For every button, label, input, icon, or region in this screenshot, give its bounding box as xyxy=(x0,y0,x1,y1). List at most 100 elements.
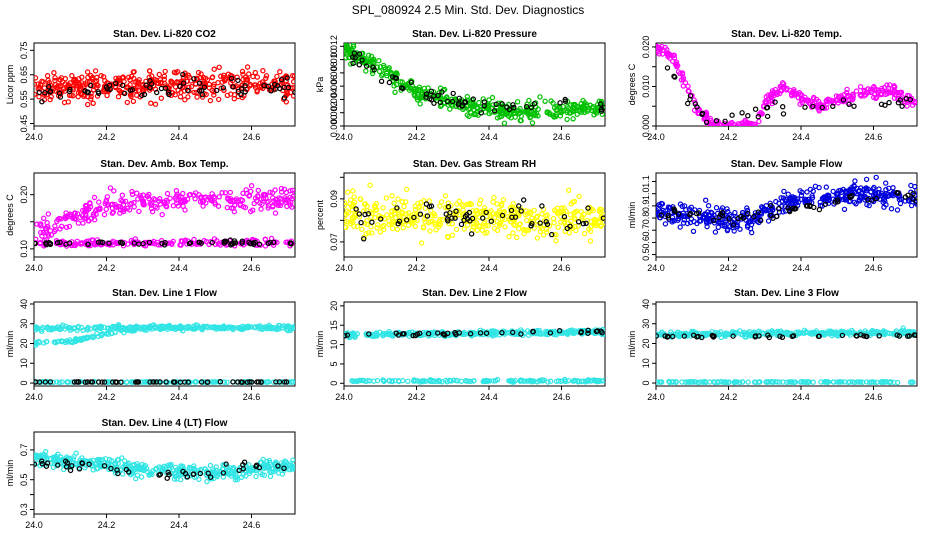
data-point-all xyxy=(744,205,750,211)
x-tick-label: 24.0 xyxy=(647,392,665,402)
data-point-all xyxy=(140,81,146,88)
data-point-all xyxy=(572,101,578,108)
data-point-all xyxy=(381,226,387,233)
data-point-all xyxy=(51,69,57,76)
data-point-all xyxy=(512,222,518,228)
y-tick-label: 0.45 xyxy=(19,115,29,133)
data-point-all xyxy=(420,225,427,231)
data-point-upper xyxy=(820,330,826,336)
data-point-all xyxy=(162,68,168,75)
data-point-zero xyxy=(54,379,60,385)
data-point-block xyxy=(562,96,568,103)
data-point-block xyxy=(583,220,589,226)
data-point-all xyxy=(449,232,456,238)
data-point-zero xyxy=(547,378,554,384)
data-point-all xyxy=(678,77,685,83)
data-point-block xyxy=(764,105,770,111)
data-point-lower xyxy=(211,236,218,242)
data-point-all xyxy=(240,71,246,78)
data-point-zero xyxy=(508,377,514,384)
panel-title: Stan. Dev. Line 1 Flow xyxy=(112,288,217,299)
data-point-all xyxy=(435,224,442,230)
data-point-all xyxy=(566,187,572,193)
data-point-all xyxy=(426,220,432,226)
data-point-lower xyxy=(129,326,136,333)
data-point-block xyxy=(147,77,153,84)
x-tick-label: 24.0 xyxy=(25,520,43,530)
data-point-zero xyxy=(669,379,675,385)
data-point-upper xyxy=(52,223,58,229)
data-point-all xyxy=(805,97,812,103)
data-point-all xyxy=(894,207,901,213)
data-point-all xyxy=(136,77,142,83)
data-point-block xyxy=(106,240,112,246)
data-point-zero xyxy=(105,379,111,385)
data-point-upper xyxy=(237,324,243,331)
data-point-all xyxy=(165,85,171,92)
data-point-all xyxy=(445,234,451,240)
data-point-all xyxy=(529,120,536,126)
data-point-zero xyxy=(484,377,490,384)
data-point-block xyxy=(271,239,277,245)
data-point-block xyxy=(703,119,710,126)
data-point-zero xyxy=(381,378,387,384)
data-point-all xyxy=(202,75,209,82)
data-point-upper xyxy=(37,221,43,227)
points-group xyxy=(344,43,605,126)
data-point-block xyxy=(423,201,430,207)
data-point-all xyxy=(481,204,488,211)
data-point-all xyxy=(591,112,597,118)
data-point-zero xyxy=(180,379,186,385)
data-point-all xyxy=(677,70,683,77)
data-point-upper xyxy=(156,325,163,332)
data-point-block xyxy=(358,219,364,226)
data-point-block xyxy=(711,217,717,223)
data-point-block xyxy=(95,89,101,95)
data-point-all xyxy=(62,75,69,82)
data-point-block xyxy=(268,88,274,94)
data-point-all xyxy=(720,125,725,126)
data-point-all xyxy=(681,203,688,209)
data-point-zero xyxy=(439,379,445,385)
data-point-all xyxy=(864,201,870,208)
data-point-block xyxy=(424,213,431,219)
data-point-upper xyxy=(52,325,59,331)
data-point-block xyxy=(278,76,285,83)
data-point-all xyxy=(499,106,505,112)
data-point-all xyxy=(44,72,51,79)
data-point-zero xyxy=(525,378,532,384)
data-point-all xyxy=(873,174,879,181)
data-point-all xyxy=(842,188,849,194)
data-point-block xyxy=(539,203,545,209)
data-point-all xyxy=(852,178,858,184)
data-point-block xyxy=(470,96,476,102)
y-tick-label: 0 xyxy=(19,381,29,386)
data-point-block xyxy=(594,328,601,334)
data-point-upper xyxy=(131,204,137,210)
data-point-zero xyxy=(465,378,471,384)
data-point-all xyxy=(873,95,879,102)
data-point-all xyxy=(157,76,164,83)
data-point-all xyxy=(894,89,901,96)
data-point-all xyxy=(514,99,521,105)
data-point-block xyxy=(199,91,205,98)
x-tick-label: 24.4 xyxy=(170,132,188,142)
data-point-all xyxy=(90,83,97,89)
y-tick-label: 40 xyxy=(641,299,651,309)
data-point-all xyxy=(564,107,570,113)
data-point-block xyxy=(819,104,826,111)
data-point-block xyxy=(139,92,145,99)
data-point-zero xyxy=(59,379,65,385)
data-point-all xyxy=(456,198,462,204)
data-point-block xyxy=(452,329,458,336)
data-point-all xyxy=(756,118,762,125)
data-point-all xyxy=(37,81,44,88)
data-point-upper xyxy=(96,199,102,205)
data-point-upper xyxy=(111,188,117,194)
data-point-all xyxy=(854,185,860,191)
data-point-block xyxy=(166,91,172,98)
data-point-block xyxy=(198,240,204,246)
data-point-block xyxy=(54,239,61,246)
data-point-all xyxy=(767,200,773,206)
